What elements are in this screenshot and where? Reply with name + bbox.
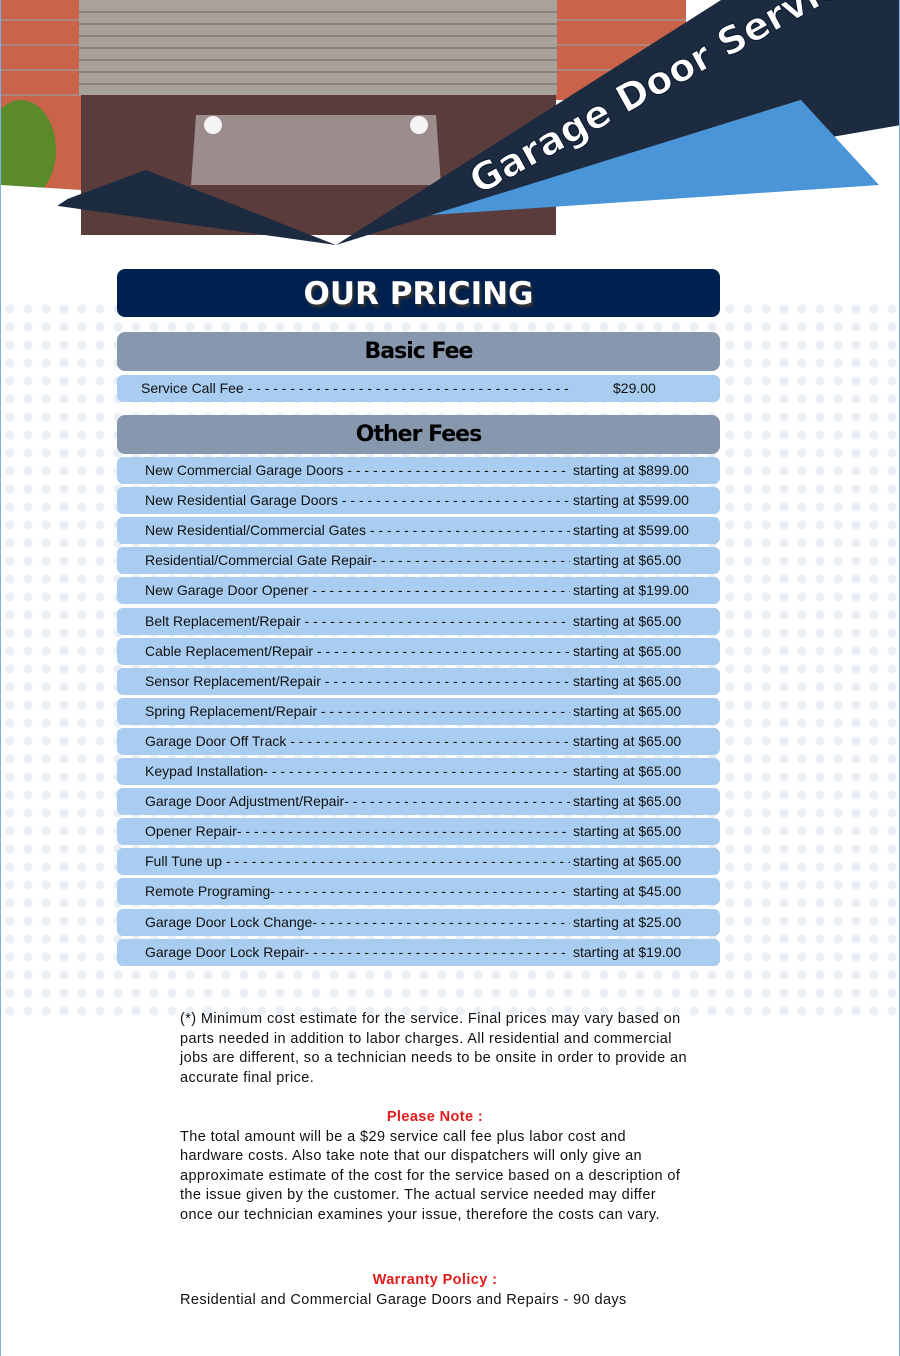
price-row: Opener Repair-starting at $65.00 bbox=[117, 818, 720, 846]
price-value: starting at $199.00 bbox=[573, 582, 689, 599]
basic-fee-heading: Basic Fee bbox=[117, 332, 720, 371]
bush bbox=[1, 100, 56, 200]
disclaimer-text: (*) Minimum cost estimate for the servic… bbox=[180, 1011, 687, 1086]
price-row: Keypad Installation-starting at $65.00 bbox=[117, 758, 720, 785]
price-label: Residential/Commercial Gate Repair- bbox=[145, 547, 570, 574]
price-value: starting at $45.00 bbox=[573, 883, 682, 900]
car bbox=[191, 115, 441, 185]
price-label: Garage Door Lock Repair- bbox=[145, 939, 570, 966]
price-row: Service Call Fee $29.00 bbox=[117, 375, 720, 402]
price-label: New Garage Door Opener bbox=[145, 577, 570, 604]
price-value: starting at $599.00 bbox=[573, 522, 689, 539]
price-value: starting at $65.00 bbox=[573, 642, 682, 659]
price-value: starting at $599.00 bbox=[573, 492, 689, 509]
price-label: Belt Replacement/Repair bbox=[145, 608, 570, 635]
price-row: Garage Door Lock Change-starting at $25.… bbox=[117, 908, 720, 936]
price-row: New Residential Garage Doorsstarting at … bbox=[117, 487, 720, 515]
price-label: Spring Replacement/Repair bbox=[145, 698, 570, 725]
price-value: starting at $65.00 bbox=[573, 672, 682, 689]
price-label: Sensor Replacement/Repair bbox=[145, 668, 570, 695]
price-label: New Residential/Commercial Gates bbox=[145, 517, 570, 544]
other-fees-heading: Other Fees bbox=[117, 415, 720, 454]
price-label: New Residential Garage Doors bbox=[145, 487, 570, 514]
header-banner: Garage Door Service bbox=[1, 0, 899, 245]
warranty-section: Warranty Policy : Residential and Commer… bbox=[180, 1271, 690, 1310]
price-value: starting at $65.00 bbox=[573, 763, 682, 779]
please-note-text: The total amount will be a $29 service c… bbox=[180, 1128, 681, 1223]
price-label: Full Tune up bbox=[145, 848, 570, 875]
please-note-heading: Please Note : bbox=[386, 1109, 484, 1125]
price-value: starting at $65.00 bbox=[573, 552, 682, 569]
price-row: Residential/Commercial Gate Repair-start… bbox=[117, 547, 720, 575]
please-note-section: Please Note : The total amount will be a… bbox=[180, 1108, 690, 1225]
price-value: $29.00 bbox=[613, 380, 656, 396]
price-label: Garage Door Adjustment/Repair- bbox=[145, 788, 570, 815]
price-value: starting at $65.00 bbox=[573, 612, 682, 629]
price-value: starting at $899.00 bbox=[573, 462, 689, 478]
price-value: starting at $65.00 bbox=[573, 702, 682, 719]
price-label: Cable Replacement/Repair bbox=[145, 638, 570, 665]
price-row: New Garage Door Openerstarting at $199.0… bbox=[117, 577, 720, 605]
price-label: Service Call Fee bbox=[141, 375, 571, 402]
price-row: Garage Door Adjustment/Repair-starting a… bbox=[117, 788, 720, 816]
price-value: starting at $65.00 bbox=[573, 793, 682, 810]
price-row: Full Tune upstarting at $65.00 bbox=[117, 848, 720, 876]
price-value: starting at $65.00 bbox=[573, 823, 682, 840]
price-row: Remote Programing-starting at $45.00 bbox=[117, 878, 720, 906]
price-label: Keypad Installation- bbox=[145, 758, 570, 785]
price-label: Remote Programing- bbox=[145, 878, 570, 905]
price-row: Garage Door Lock Repair-starting at $19.… bbox=[117, 938, 720, 966]
price-row: Belt Replacement/Repairstarting at $65.0… bbox=[117, 607, 720, 635]
pricing-title: OUR PRICING bbox=[117, 269, 720, 317]
price-value: starting at $65.00 bbox=[573, 732, 682, 749]
price-value: starting at $65.00 bbox=[573, 853, 682, 870]
price-label: Opener Repair- bbox=[145, 818, 570, 845]
price-label: Garage Door Off Track bbox=[145, 728, 570, 755]
price-row: Sensor Replacement/Repairstarting at $65… bbox=[117, 667, 720, 695]
price-row: Cable Replacement/Repairstarting at $65.… bbox=[117, 637, 720, 665]
price-row: New Residential/Commercial Gatesstarting… bbox=[117, 517, 720, 545]
price-label: New Commercial Garage Doors bbox=[145, 457, 570, 484]
price-row: Garage Door Off Trackstarting at $65.00 bbox=[117, 727, 720, 755]
price-value: starting at $25.00 bbox=[573, 913, 682, 930]
warranty-text: Residential and Commercial Garage Doors … bbox=[180, 1291, 627, 1308]
price-row: Spring Replacement/Repairstarting at $65… bbox=[117, 697, 720, 725]
warranty-heading: Warranty Policy : bbox=[372, 1272, 498, 1288]
price-row: New Commercial Garage Doorsstarting at $… bbox=[117, 457, 720, 484]
price-value: starting at $19.00 bbox=[573, 943, 682, 960]
price-label: Garage Door Lock Change- bbox=[145, 909, 570, 936]
